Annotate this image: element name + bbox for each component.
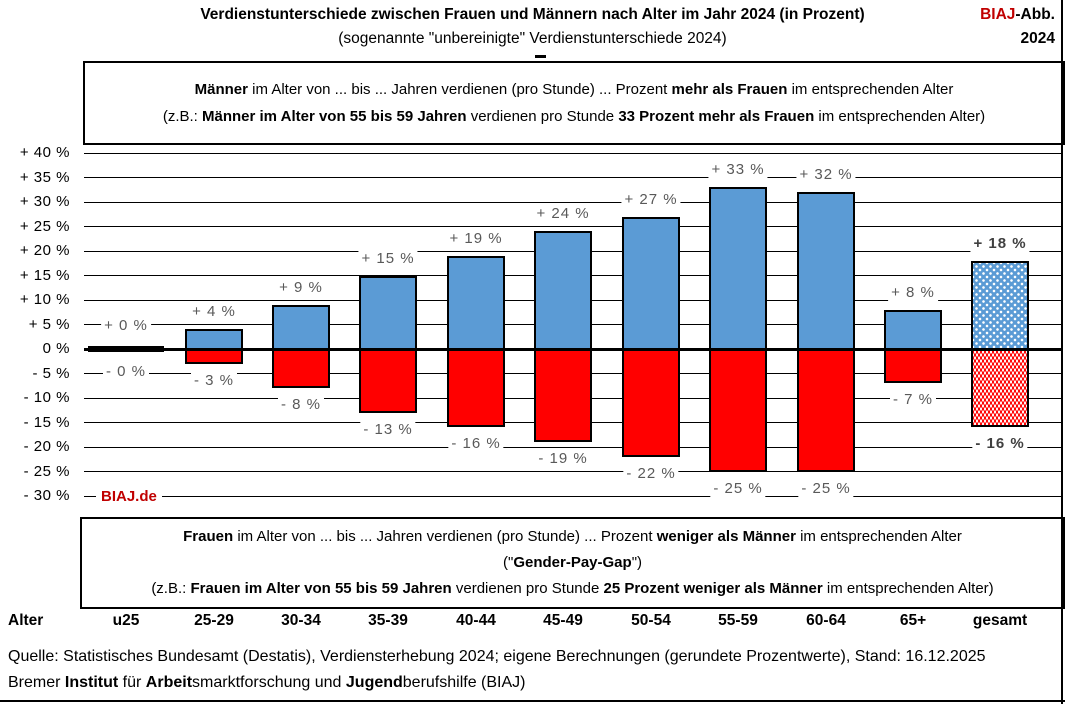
x-axis-label-30-34: 30-34 — [281, 612, 321, 629]
y-axis-tick-label: + 35 % — [19, 168, 70, 186]
y-axis-tick-label: + 20 % — [19, 242, 70, 259]
bar-maenner-55-59 — [709, 187, 767, 349]
bar-value-label-above-gesamt: + 18 % — [970, 234, 1030, 253]
frame-bottom-border — [0, 700, 1065, 702]
source-line: Quelle: Statistisches Bundesamt (Destati… — [8, 648, 986, 665]
bar-value-label-below-55-59: - 25 % — [710, 479, 766, 498]
bar-frauen-55-59 — [709, 349, 767, 472]
bar-value-label-below-30-34: - 8 % — [277, 396, 325, 415]
bar-frauen-60-64 — [797, 349, 855, 472]
x-axis-label-55-59: 55-59 — [718, 612, 758, 629]
x-axis-label-60-64: 60-64 — [806, 612, 846, 629]
bar-value-label-below-50-54: - 22 % — [623, 464, 679, 483]
x-axis-label-40-44: 40-44 — [456, 612, 496, 629]
bar-maenner-45-49 — [534, 231, 592, 349]
zero-axis-line — [84, 347, 1061, 351]
info-box-maenner-line1: Männer im Alter von ... bis ... Jahren v… — [194, 81, 954, 98]
x-axis-label-50-54: 50-54 — [631, 612, 671, 629]
bar-value-label-above-60-64: + 32 % — [796, 166, 856, 185]
bar-value-label-above-50-54: + 27 % — [621, 190, 681, 209]
x-axis-label-gesamt: gesamt — [972, 612, 1028, 629]
bar-maenner-60-64 — [797, 192, 855, 349]
y-axis-tick-label: - 15 % — [23, 413, 70, 431]
gridline — [84, 201, 1061, 203]
brand-abbreviation: BIAJ-Abb. — [974, 6, 1055, 24]
bar-value-label-above-u25: + 0 % — [101, 317, 151, 335]
y-axis-tick-label: - 20 % — [23, 438, 70, 455]
gridline — [84, 446, 1061, 448]
x-axis-label-45-49: 45-49 — [543, 612, 583, 629]
x-axis-label-25-29: 25-29 — [194, 612, 234, 629]
y-axis-tick-label: - 5 % — [32, 364, 70, 382]
bar-maenner-50-54 — [622, 216, 680, 349]
bar-frauen-40-44 — [447, 349, 505, 428]
bar-value-label-below-gesamt: - 16 % — [972, 435, 1028, 454]
bar-frauen-50-54 — [622, 349, 680, 457]
y-axis-tick-label: + 30 % — [19, 193, 70, 210]
bar-frauen-35-39 — [359, 349, 417, 413]
gridline — [84, 177, 1061, 178]
info-box-maenner-line2: (z.B.: Männer im Alter von 55 bis 59 Jah… — [162, 108, 986, 125]
y-axis-tick-label: - 25 % — [23, 462, 70, 480]
info-box-frauen-line2: ("Gender-Pay-Gap") — [502, 554, 643, 572]
y-axis-tick-label: + 5 % — [28, 315, 70, 333]
frame-right-border — [1061, 0, 1063, 704]
bar-value-label-above-35-39: + 15 % — [358, 249, 418, 268]
brand-black-text: -Abb. — [1015, 6, 1055, 23]
bar-value-label-below-35-39: - 13 % — [360, 420, 416, 439]
bar-frauen-65+ — [884, 349, 942, 384]
bar-frauen-45-49 — [534, 349, 592, 443]
y-axis-tick-label: + 10 % — [19, 291, 70, 308]
bar-maenner-30-34 — [272, 304, 330, 349]
bar-value-label-below-40-44: - 16 % — [448, 435, 504, 454]
watermark-link: BIAJ.de — [96, 488, 162, 505]
y-axis-tick-label: - 10 % — [23, 389, 70, 406]
info-box-frauen-line3: (z.B.: Frauen im Alter von 55 bis 59 Jah… — [151, 579, 994, 597]
bar-frauen-25-29 — [185, 349, 243, 364]
y-axis-tick-label: + 15 % — [19, 266, 70, 284]
bar-value-label-above-25-29: + 4 % — [189, 303, 239, 322]
axis-tick-mark — [535, 55, 546, 58]
y-axis-tick-label: + 40 % — [19, 144, 70, 161]
y-axis-tick-label: - 30 % — [23, 487, 70, 504]
gridline — [84, 495, 1061, 497]
bar-value-label-below-60-64: - 25 % — [798, 479, 854, 498]
page-subtitle: (sogenannte "unbereinigte" Verdienstunte… — [338, 30, 727, 47]
bar-value-label-above-65+: + 8 % — [888, 283, 938, 302]
bar-frauen-gesamt — [971, 349, 1029, 428]
gridline — [84, 226, 1061, 227]
info-box-maenner: Männer im Alter von ... bis ... Jahren v… — [83, 61, 1065, 145]
bar-value-label-below-45-49: - 19 % — [535, 450, 591, 469]
bar-value-label-above-30-34: + 9 % — [276, 278, 326, 297]
brand-red-text: BIAJ — [980, 6, 1016, 23]
gridline — [84, 471, 1061, 472]
y-axis-tick-label: 0 % — [42, 340, 70, 357]
bar-value-label-below-65+: - 7 % — [889, 391, 937, 410]
bar-maenner-65+ — [884, 309, 942, 349]
bar-value-label-below-25-29: - 3 % — [190, 371, 238, 390]
x-axis-label-u25: u25 — [112, 612, 140, 629]
y-axis-tick-label: + 25 % — [19, 217, 70, 235]
bar-frauen-30-34 — [272, 349, 330, 389]
institute-line: Bremer Institut für Arbeitsmarktforschun… — [8, 674, 526, 691]
bar-maenner-40-44 — [447, 255, 505, 349]
bar-value-label-below-u25: - 0 % — [102, 363, 150, 381]
x-axis-label-65+: 65+ — [899, 612, 927, 629]
info-box-frauen-line1: Frauen im Alter von ... bis ... Jahren v… — [183, 528, 962, 546]
bar-value-label-above-40-44: + 19 % — [446, 229, 506, 248]
brand-year: 2024 — [1014, 30, 1055, 48]
gridline — [84, 152, 1061, 154]
x-axis-row-label: Alter — [8, 612, 44, 629]
bar-maenner-35-39 — [359, 275, 417, 349]
info-box-frauen: Frauen im Alter von ... bis ... Jahren v… — [80, 517, 1065, 609]
bar-value-label-above-45-49: + 24 % — [533, 205, 593, 224]
page-title: Verdienstunterschiede zwischen Frauen un… — [200, 6, 865, 23]
x-axis-label-35-39: 35-39 — [368, 612, 408, 629]
bar-maenner-gesamt — [971, 260, 1029, 349]
bar-maenner-25-29 — [185, 329, 243, 349]
bar-value-label-above-55-59: + 33 % — [708, 161, 768, 180]
